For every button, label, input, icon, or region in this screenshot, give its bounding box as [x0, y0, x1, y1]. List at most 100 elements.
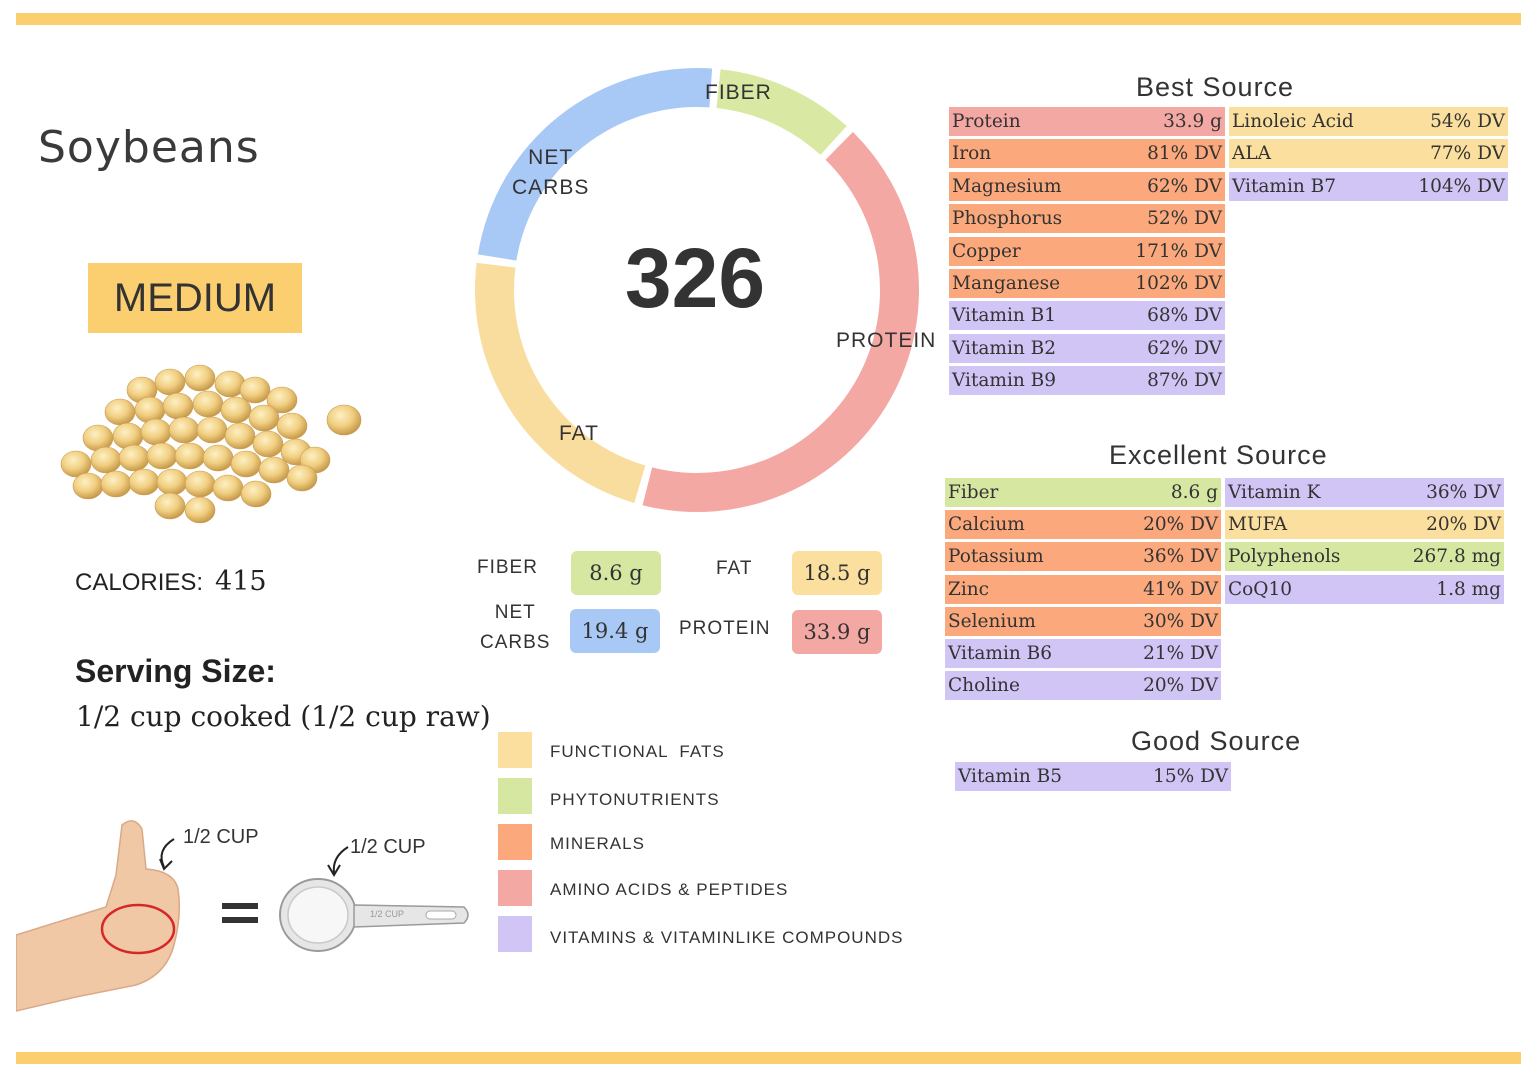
soybean [174, 442, 206, 470]
nutrient-name: Calcium [948, 514, 1025, 536]
nutrient-value: 36% DV [1143, 546, 1218, 568]
nutrient-name: Zinc [948, 578, 990, 600]
soybean [192, 390, 224, 418]
soybean [286, 464, 318, 492]
nutrient-row: Vitamin B9 87% DV [949, 366, 1225, 396]
nutrient-row: Vitamin B6 21% DV [945, 639, 1221, 668]
nutrient-name: Vitamin K [1228, 482, 1321, 503]
nutrient-name: Protein [952, 111, 1021, 132]
macro-label-fat: FAT [716, 558, 753, 579]
soybean [258, 456, 290, 484]
nutrient-name: Vitamin B1 [952, 305, 1057, 327]
soybean [230, 450, 262, 478]
nutrient-row: Polyphenols 267.8 mg [1225, 542, 1504, 572]
soybean [60, 450, 92, 478]
bottom-border-bar [16, 1052, 1521, 1064]
calories-label: CALORIES: [75, 569, 204, 596]
soybean [154, 368, 186, 396]
nutrient-value: 8.6 g [1170, 482, 1218, 503]
nutrient-value: 77% DV [1430, 143, 1505, 165]
hand-measure-label: 1/2 CUP [183, 826, 259, 848]
soybean [104, 398, 136, 426]
equals-sign [222, 903, 258, 923]
nutrient-name: Vitamin B6 [948, 643, 1053, 664]
excellent-source-heading: Excellent Source [1109, 440, 1328, 470]
soybean [162, 392, 194, 420]
soybean [239, 376, 271, 404]
nutrient-row: Copper 171% DV [949, 236, 1225, 266]
nutrient-row: Vitamin B2 62% DV [949, 333, 1225, 363]
calories-row: CALORIES: 415 [75, 566, 267, 597]
soybean [140, 418, 172, 446]
donut-center-value: 326 [624, 231, 766, 325]
soybean [134, 396, 166, 424]
nutrient-row: MUFA 20% DV [1225, 510, 1504, 540]
nutrient-name: Vitamin B7 [1232, 175, 1337, 197]
nutrient-value: 33.9 g [1163, 111, 1222, 132]
nutrient-name: Magnesium [952, 175, 1062, 197]
nutrient-name: MUFA [1228, 514, 1288, 536]
nutrient-name: Copper [952, 240, 1021, 262]
soybean [118, 444, 150, 472]
nutrient-row: Potassium 36% DV [945, 542, 1221, 572]
legend-swatch [498, 732, 532, 768]
hand-cup-illustration [16, 820, 469, 1012]
serving-size-heading: Serving Size: [75, 653, 276, 689]
good-source-heading: Good Source [1131, 726, 1302, 756]
macro-label-protein: PROTEIN [679, 618, 771, 639]
legend-swatch [498, 916, 532, 952]
soybean [220, 396, 252, 424]
soybean [224, 422, 256, 450]
nutrient-value: 102% DV [1135, 273, 1222, 294]
macro-label-net-carbs: NET CARBS [480, 602, 551, 653]
donut-segment-protein [642, 131, 920, 512]
nutrient-row: Manganese 102% DV [949, 269, 1225, 298]
soybean [72, 472, 104, 500]
nutrient-name: Vitamin B9 [952, 370, 1057, 392]
soybean [202, 444, 234, 472]
soybean [184, 364, 216, 392]
nutrient-row: Phosphorus 52% DV [949, 204, 1225, 234]
cup-measure-label: 1/2 CUP [350, 836, 426, 858]
soybean [240, 480, 272, 508]
thumbs-up-hand-icon [16, 820, 181, 1012]
nutrient-value: 87% DV [1147, 370, 1222, 392]
nutrient-row: Choline 20% DV [945, 671, 1221, 701]
soybeans-image [60, 364, 362, 524]
nutrient-value: 68% DV [1147, 305, 1222, 327]
legend-swatch [498, 870, 532, 906]
soybean [128, 468, 160, 496]
nutrient-row: CoQ10 1.8 mg [1225, 574, 1504, 604]
nutrient-row: Iron 81% DV [949, 139, 1225, 169]
soybean [184, 470, 216, 498]
legend-swatch [498, 824, 532, 860]
nutrient-name: Phosphorus [952, 208, 1063, 230]
soybean [168, 416, 200, 444]
nutrient-row: Vitamin B1 68% DV [949, 301, 1225, 331]
top-border-bar [16, 13, 1521, 25]
donut-label-fiber: FIBER [705, 81, 772, 104]
nutrient-name: Fiber [948, 482, 999, 503]
soybean [266, 386, 298, 414]
soybean [212, 474, 244, 502]
macro-value-fiber: 8.6 g [571, 551, 661, 595]
nutrient-name: ALA [1232, 143, 1272, 165]
nutrient-row: Linoleic Acid 54% DV [1229, 107, 1508, 136]
legend-swatch [498, 778, 532, 814]
donut-label-net-carbs: NET CARBS [512, 146, 590, 199]
nutrient-row: Vitamin B5 15% DV [955, 762, 1231, 791]
nutrient-row: Magnesium 62% DV [949, 171, 1225, 201]
nutrient-value: 20% DV [1143, 514, 1218, 536]
nutrient-name: Selenium [948, 610, 1036, 632]
nutrient-row: Zinc 41% DV [945, 574, 1221, 604]
donut-segment-fat [475, 262, 646, 503]
soybean [112, 422, 144, 450]
donut-label-fat: FAT [559, 422, 599, 445]
nutrient-name: Polyphenols [1228, 546, 1341, 568]
nutrient-name: Choline [948, 675, 1020, 697]
donut-label-protein: PROTEIN [836, 329, 937, 352]
macro-donut-chart [475, 68, 920, 512]
nutrient-name: Vitamin B5 [958, 766, 1063, 787]
nutrient-name: Potassium [948, 546, 1044, 568]
macro-label-fiber: FIBER [477, 557, 538, 578]
